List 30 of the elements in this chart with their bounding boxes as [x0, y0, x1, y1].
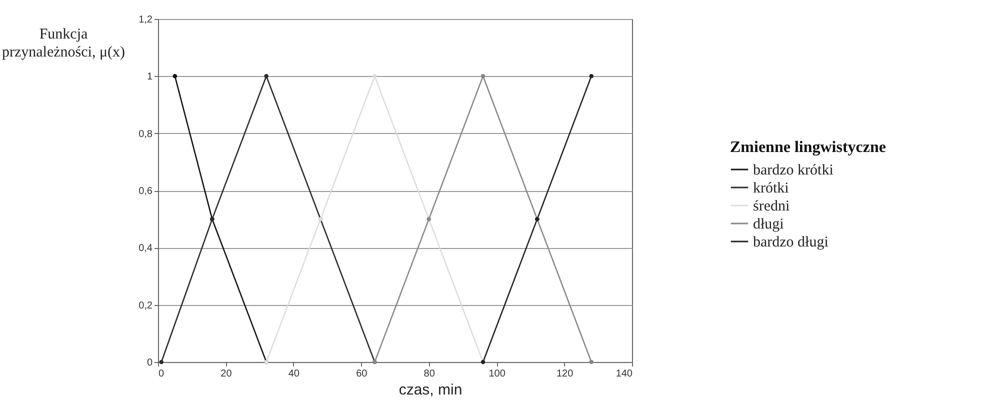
- y-tick-label: 1,2: [138, 14, 153, 26]
- x-tick-label: 20: [220, 368, 232, 380]
- y-tick-label: 0: [146, 358, 153, 368]
- point: [589, 360, 594, 364]
- y-axis-title: Funkcja przynależności, μ(x): [2, 26, 125, 60]
- legend-label: krótki: [753, 180, 789, 196]
- legend-label: bardzo krótki: [753, 162, 834, 178]
- legend-title: Zmienne lingwistyczne: [730, 139, 886, 156]
- x-tick-label: 120: [556, 368, 574, 380]
- y-tick-label: 0,8: [138, 128, 153, 140]
- x-axis-title: czas, min: [398, 382, 462, 398]
- legend-label: bardzo długi: [753, 234, 828, 250]
- legend-label: średni: [753, 198, 790, 214]
- x-tick-label: 0: [158, 368, 164, 380]
- point: [480, 74, 486, 78]
- y-tick-label: 0,6: [138, 186, 153, 197]
- point: [589, 74, 594, 78]
- x-tick-label: 140: [616, 368, 633, 380]
- point: [159, 360, 164, 364]
- x-tick-label: 60: [356, 368, 368, 380]
- x-tick-label: 40: [288, 368, 300, 380]
- y-tick-label: 1: [146, 72, 153, 83]
- point: [264, 74, 268, 78]
- y-tick-label: 0,2: [138, 300, 153, 312]
- y-tick-label: 0,4: [138, 243, 153, 254]
- point: [372, 74, 377, 78]
- legend-label: długi: [753, 216, 784, 232]
- x-tick-label: 80: [424, 368, 436, 380]
- x-tick-label: 100: [488, 368, 506, 380]
- point: [172, 74, 178, 78]
